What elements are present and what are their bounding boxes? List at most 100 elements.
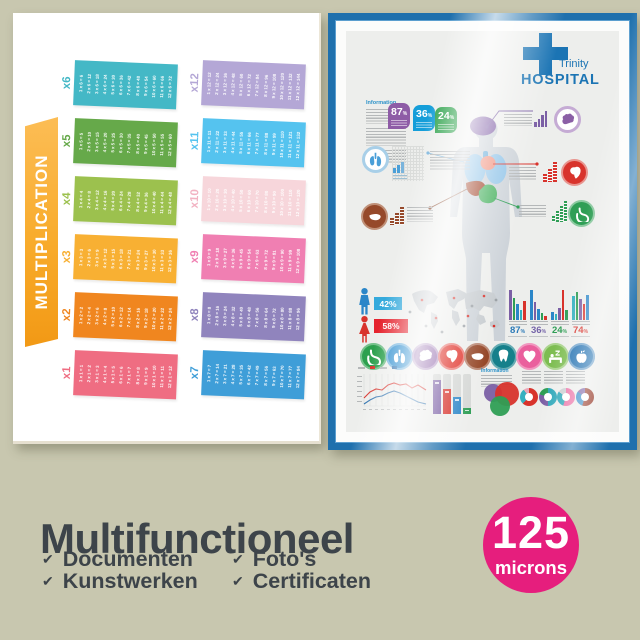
stat-badge: 36% (413, 105, 435, 131)
information-label: Information (366, 100, 397, 106)
column-fill (463, 407, 471, 414)
table-row-x12: x12 1 x 12 = 12 2 x 12 = 24 3 x 12 = 36 4 x … (187, 60, 306, 110)
thickness-unit: microns (495, 557, 567, 578)
table-strip: 1 x 11 = 11 2 x 11 = 22 3 x 11 = 33 4 x 11 … (201, 118, 306, 168)
check-icon: ✔ (42, 573, 54, 589)
equation: 12 x 7 = 84 (295, 365, 302, 388)
organ-circle (385, 343, 413, 370)
mini-bar-chart (529, 287, 548, 320)
placeholder-text (529, 321, 548, 325)
mini-bar-chart (508, 287, 527, 320)
check-icon: ✔ (42, 551, 54, 567)
column-track (453, 374, 461, 414)
organ-circle (463, 343, 491, 370)
hospital-poster: Trinity HOSPITAL Information 87% 36% 24% (328, 13, 637, 450)
equation: 12 x 8 = 96 (295, 307, 302, 330)
table-row-x11: x11 1 x 11 = 11 2 x 11 = 22 3 x 11 = 33 4 x … (187, 118, 306, 168)
bar-stat-value: 24% (550, 325, 569, 337)
stat-badge: 87% (388, 103, 410, 129)
feature-item: ✔ Kunstwerken (42, 569, 198, 594)
table-strip: 1 x 10 = 10 2 x 10 = 20 3 x 10 = 30 4 x 10 … (201, 176, 306, 226)
hospital-poster-margin: Trinity HOSPITAL Information 87% 36% 24% (335, 20, 630, 443)
heart-mini-chart (543, 160, 559, 182)
organ-circle (541, 343, 569, 370)
bar-stat-group: 74% (571, 287, 590, 337)
table-label: x11 (188, 130, 202, 150)
column-track (433, 374, 441, 414)
heart-organ-icon (445, 349, 457, 363)
table-label: x12 (188, 72, 202, 93)
female-icon (358, 316, 371, 348)
lungs-callout-text (430, 151, 470, 171)
line-chart (357, 374, 427, 410)
placeholder-text (550, 321, 569, 325)
feature-item: ✔ Documenten (42, 547, 193, 572)
placeholder-text (571, 321, 590, 325)
lungs-mini-chart (392, 146, 424, 181)
hospital-poster-content: Trinity HOSPITAL Information 87% 36% 24% (346, 31, 619, 432)
stomach-mini-chart (552, 200, 568, 222)
bar-stat-value: 87% (508, 325, 527, 337)
organ-circle (515, 343, 543, 370)
column-fill (433, 380, 441, 414)
feature-label: Kunstwerken (62, 569, 198, 593)
table-label: x4 (60, 191, 74, 205)
equation: 12 x 2 = 24 (167, 307, 174, 330)
table-label: x2 (60, 307, 74, 321)
apple-icon (575, 350, 587, 363)
heart-callout-icon (561, 159, 588, 186)
placeholder-text (544, 371, 563, 384)
multiplication-title-banner: MULTIPLICATION (25, 117, 58, 347)
donut-chart (575, 388, 594, 406)
stat-badge-value: 24% (438, 110, 455, 122)
mini-bar-chart (571, 287, 590, 320)
hospital-name: Trinity (559, 58, 589, 70)
table-label: x1 (60, 365, 74, 379)
check-icon: ✔ (232, 551, 244, 567)
multiplication-title: MULTIPLICATION (31, 154, 51, 310)
medical-cross-icon (523, 33, 568, 75)
equation: 12 x 10 = 120 (295, 189, 302, 217)
mini-bar-chart (550, 287, 569, 320)
equation: 12 x 12 = 144 (295, 73, 302, 101)
bar-stat-value: 74% (571, 325, 590, 337)
stomach-icon (366, 349, 381, 365)
bar-stat-value: 36% (529, 325, 548, 337)
placeholder-text (438, 124, 454, 132)
feature-label: Foto's (252, 547, 317, 571)
table-label: x5 (60, 133, 74, 147)
stomach-organ (478, 184, 497, 204)
brain-callout-text (504, 114, 532, 126)
brain-icon (561, 113, 574, 124)
bar-stat-group: 24% (550, 287, 569, 337)
placeholder-text (566, 371, 585, 384)
gender-stat-value: 58% (374, 319, 408, 333)
feature-item: ✔ Certificaten (232, 569, 371, 594)
sleep-icon (548, 350, 562, 363)
lungs-callout-icon (362, 146, 389, 173)
placeholder-text (391, 120, 407, 128)
feature-item: ✔ Foto's (232, 547, 316, 572)
organ-circle (567, 343, 595, 370)
gender-stat-value: 42% (374, 297, 402, 310)
heart-callout-text (509, 167, 536, 181)
equation: 12 x 11 = 132 (295, 131, 302, 159)
heart-organ (480, 156, 496, 170)
donut-chart (538, 388, 557, 406)
column-fill (443, 389, 451, 414)
liver-callout-icon (361, 203, 388, 230)
stomach-icon (575, 206, 589, 222)
